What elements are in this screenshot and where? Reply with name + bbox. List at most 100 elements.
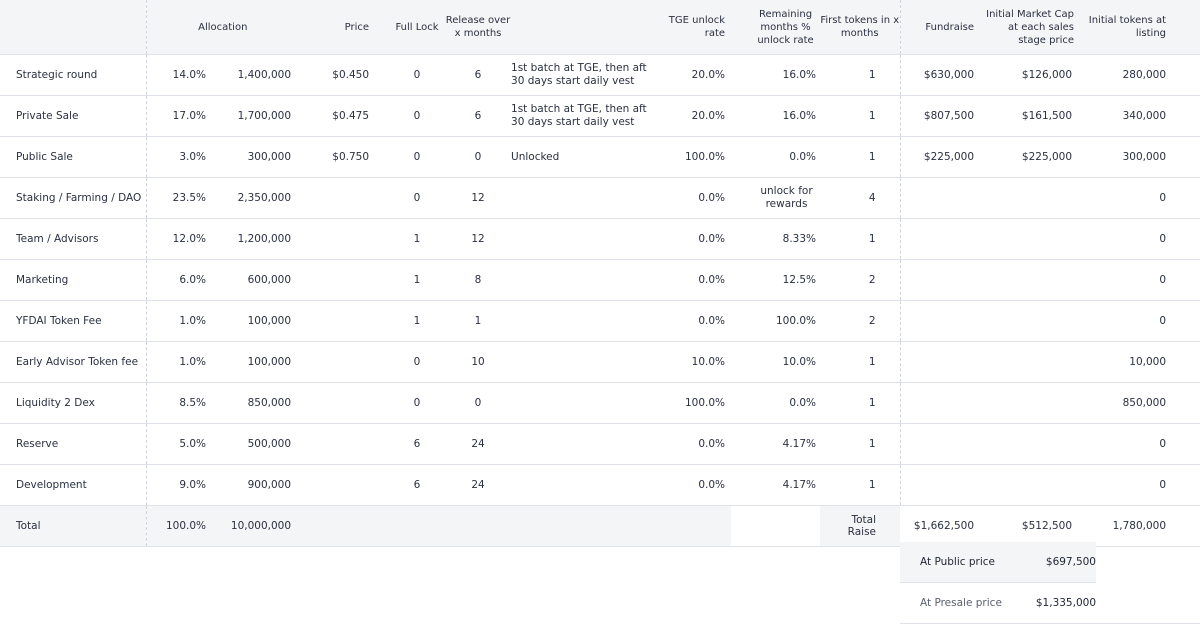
tge-unlock-cell: 100.0% xyxy=(647,382,732,424)
total-initial-tokens: 1,780,000 xyxy=(1076,505,1200,547)
header-remaining: Remaining months % unlock rate xyxy=(731,0,821,55)
initial-tokens-cell: 340,000 xyxy=(1076,95,1200,137)
remaining-unlock-cell: 10.0% xyxy=(731,341,821,383)
total-empty xyxy=(511,505,648,547)
tge-unlock-cell: 0.0% xyxy=(647,218,732,260)
vesting-note xyxy=(511,464,648,506)
vesting-note: 1st batch at TGE, then after 30 days star… xyxy=(511,54,648,96)
fundraise-cell xyxy=(900,423,979,465)
full-lock-cell: 6 xyxy=(381,423,446,465)
remaining-unlock-cell-line: 16.0% xyxy=(782,68,817,81)
total-empty xyxy=(299,505,382,547)
initial-tokens-cell: 300,000 xyxy=(1076,136,1200,178)
price-cell: $0.450 xyxy=(299,54,382,96)
presale-price-value: $1,335,000 xyxy=(1035,597,1096,609)
total-empty xyxy=(445,505,512,547)
full-lock-cell: 0 xyxy=(381,54,446,96)
header-tge: TGE unlock rate xyxy=(647,0,732,55)
remaining-unlock-cell-line: 4.17% xyxy=(782,437,817,450)
remaining-unlock-cell: 16.0% xyxy=(731,95,821,137)
header-name xyxy=(0,0,147,55)
remaining-unlock-cell: 4.17% xyxy=(731,423,821,465)
tge-unlock-cell: 0.0% xyxy=(647,259,732,301)
fundraise-cell xyxy=(900,464,979,506)
first-tokens-cell: 4 xyxy=(820,177,901,219)
header-price: Price xyxy=(299,0,382,55)
allocation-amount: 100,000 xyxy=(206,341,300,383)
remaining-unlock-cell-line: 100.0% xyxy=(775,314,817,327)
header-release: Release over x months xyxy=(445,0,512,55)
presale-price-row: At Presale price $1,335,000 xyxy=(900,583,1200,624)
remaining-unlock-cell: 12.5% xyxy=(731,259,821,301)
initial-tokens-cell: 0 xyxy=(1076,300,1200,342)
total-empty xyxy=(731,505,821,547)
initial-mcap-cell: $126,000 xyxy=(978,54,1077,96)
release-cell: 0 xyxy=(445,136,512,178)
initial-mcap-cell xyxy=(978,218,1077,260)
first-tokens-cell: 1 xyxy=(820,136,901,178)
initial-tokens-cell: 0 xyxy=(1076,464,1200,506)
remaining-unlock-cell: 16.0% xyxy=(731,54,821,96)
vesting-note xyxy=(511,177,648,219)
header-full-lock: Full Lock xyxy=(381,0,446,55)
allocation-amount: 1,200,000 xyxy=(206,218,300,260)
allocation-percent: 8.5% xyxy=(146,382,206,424)
allocation-percent: 1.0% xyxy=(146,300,206,342)
vesting-note-line: 1st batch at TGE, then after xyxy=(511,103,648,115)
table-header: Allocation Price Full Lock Release over … xyxy=(0,0,1200,55)
first-tokens-cell: 1 xyxy=(820,218,901,260)
table-row: Reserve 5.0% 500,000 6 24 0.0% 4.17% 1 0 xyxy=(0,423,1200,465)
vesting-note-line: 30 days start daily vest xyxy=(511,116,635,128)
initial-mcap-cell xyxy=(978,464,1077,506)
allocation-percent: 17.0% xyxy=(146,95,206,137)
first-tokens-cell: 1 xyxy=(820,54,901,96)
release-cell: 8 xyxy=(445,259,512,301)
first-tokens-cell: 1 xyxy=(820,423,901,465)
fundraise-cell xyxy=(900,218,979,260)
remaining-unlock-cell: 0.0% xyxy=(731,136,821,178)
row-name: YFDAI Token Fee xyxy=(0,300,147,342)
initial-tokens-cell: 10,000 xyxy=(1076,341,1200,383)
allocation-amount: 1,700,000 xyxy=(206,95,300,137)
public-price-label: At Public price xyxy=(920,556,995,568)
allocation-percent: 23.5% xyxy=(146,177,206,219)
table-row: Team / Advisors 12.0% 1,200,000 1 12 0.0% 8.33… xyxy=(0,218,1200,260)
table-body: Strategic round 14.0% 1,400,000 $0.450 0 6 1st… xyxy=(0,54,1200,547)
remaining-unlock-cell-line: 0.0% xyxy=(789,396,817,409)
total-amount: 10,000,000 xyxy=(206,505,300,547)
remaining-unlock-cell-line: 12.5% xyxy=(782,273,817,286)
tge-unlock-cell: 10.0% xyxy=(647,341,732,383)
row-name: Staking / Farming / DAO xyxy=(0,177,147,219)
initial-tokens-cell: 0 xyxy=(1076,218,1200,260)
initial-tokens-cell: 850,000 xyxy=(1076,382,1200,424)
vesting-note-line: Unlocked xyxy=(511,150,560,163)
allocation-amount: 500,000 xyxy=(206,423,300,465)
release-cell: 12 xyxy=(445,218,512,260)
fundraise-cell xyxy=(900,341,979,383)
row-name: Strategic round xyxy=(0,54,147,96)
vesting-note xyxy=(511,300,648,342)
first-tokens-cell: 2 xyxy=(820,300,901,342)
header-first-tokens: First tokens in x months xyxy=(820,0,901,55)
full-lock-cell: 0 xyxy=(381,136,446,178)
allocation-amount: 100,000 xyxy=(206,300,300,342)
tge-unlock-cell: 0.0% xyxy=(647,423,732,465)
table-row: Public Sale 3.0% 300,000 $0.750 0 0 Unlocked 10… xyxy=(0,136,1200,178)
table-row: Strategic round 14.0% 1,400,000 $0.450 0 6 1st… xyxy=(0,54,1200,96)
presale-price-label: At Presale price xyxy=(920,597,1002,609)
fundraise-cell: $630,000 xyxy=(900,54,979,96)
full-lock-cell: 6 xyxy=(381,464,446,506)
initial-mcap-cell xyxy=(978,341,1077,383)
table-row: YFDAI Token Fee 1.0% 100,000 1 1 0.0% 100.0% 2 0 xyxy=(0,300,1200,342)
table-row: Liquidity 2 Dex 8.5% 850,000 0 0 100.0% 0.0% 1 8… xyxy=(0,382,1200,424)
row-name: Early Advisor Token fee xyxy=(0,341,147,383)
tge-unlock-cell: 20.0% xyxy=(647,95,732,137)
fundraise-cell xyxy=(900,177,979,219)
initial-mcap-cell: $225,000 xyxy=(978,136,1077,178)
public-price-row: At Public price $697,500 xyxy=(900,542,1096,583)
remaining-unlock-cell: 8.33% xyxy=(731,218,821,260)
header-initial-tokens: Initial tokens at listing xyxy=(1076,0,1200,55)
price-cell xyxy=(299,423,382,465)
total-fundraise: $1,662,500 xyxy=(900,505,979,547)
vesting-note: 1st batch at TGE, then after 30 days star… xyxy=(511,95,648,137)
